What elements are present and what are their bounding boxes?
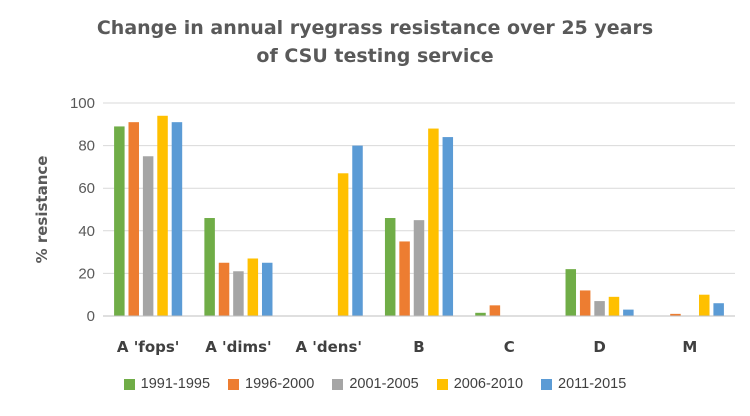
x-tick-label: C — [504, 338, 515, 356]
bar — [261, 262, 273, 316]
y-tick-label: 60 — [78, 180, 95, 197]
bar — [428, 128, 439, 316]
bar — [579, 290, 591, 316]
legend-label: 1996-2000 — [245, 376, 315, 392]
bar — [699, 294, 710, 316]
bar — [399, 241, 410, 316]
legend-swatch — [123, 378, 135, 390]
legend-label: 1991-1995 — [140, 376, 211, 392]
bar — [142, 156, 154, 316]
legend-swatch — [436, 378, 448, 390]
legend-item: 1991-1995 — [123, 376, 211, 392]
y-tick-label: 0 — [87, 308, 95, 325]
bar — [204, 218, 215, 316]
bar — [475, 312, 486, 316]
legend-swatch — [332, 378, 344, 390]
bar — [594, 301, 605, 316]
y-tick-label: 100 — [70, 95, 95, 112]
bar — [352, 145, 363, 316]
chart-title-line-2: of CSU testing service — [256, 45, 494, 67]
x-tick-label: M — [682, 338, 697, 356]
legend-label: 2006-2010 — [453, 376, 524, 392]
bar — [233, 271, 244, 316]
bar — [114, 126, 125, 317]
chart-legend: 1991-1995 1996-2000 2001-2005 2006-2010 2011… — [0, 372, 750, 396]
bar — [128, 122, 139, 316]
y-axis-title: % resistance — [33, 156, 51, 264]
x-tick-label: D — [593, 338, 605, 356]
legend-label: 2001-2005 — [349, 376, 419, 392]
chart-title-line-1: Change in annual ryegrass resistance ove… — [96, 17, 654, 39]
legend-item: 2006-2010 — [436, 376, 524, 392]
legend-item: 1996-2000 — [228, 376, 314, 392]
legend-label: 2011-2015 — [558, 376, 627, 392]
y-tick-label: 80 — [78, 138, 95, 155]
bar — [384, 218, 396, 316]
bar — [713, 303, 724, 316]
bar — [670, 313, 681, 316]
legend-swatch — [228, 378, 240, 390]
y-tick-label: 20 — [78, 265, 95, 282]
legend-item: 2011-2015 — [541, 376, 626, 392]
bar — [247, 258, 259, 316]
bar — [623, 309, 634, 316]
bar — [218, 262, 230, 316]
x-tick-label: B — [413, 338, 424, 356]
bar — [413, 220, 425, 316]
x-tick-label: A 'dims' — [205, 338, 271, 356]
bar — [337, 173, 349, 316]
y-tick-label: 40 — [78, 223, 95, 240]
bar — [157, 115, 168, 316]
bar — [489, 305, 501, 316]
bar — [442, 137, 454, 316]
bar — [608, 296, 620, 316]
legend-swatch — [541, 378, 553, 390]
chart-title: Change in annual ryegrass resistance ove… — [40, 14, 710, 70]
x-tick-label: A 'dens' — [295, 338, 362, 356]
x-tick-label: A 'fops' — [117, 338, 180, 356]
bar — [171, 122, 183, 316]
legend-item: 2001-2005 — [332, 376, 419, 392]
bar — [565, 269, 577, 316]
